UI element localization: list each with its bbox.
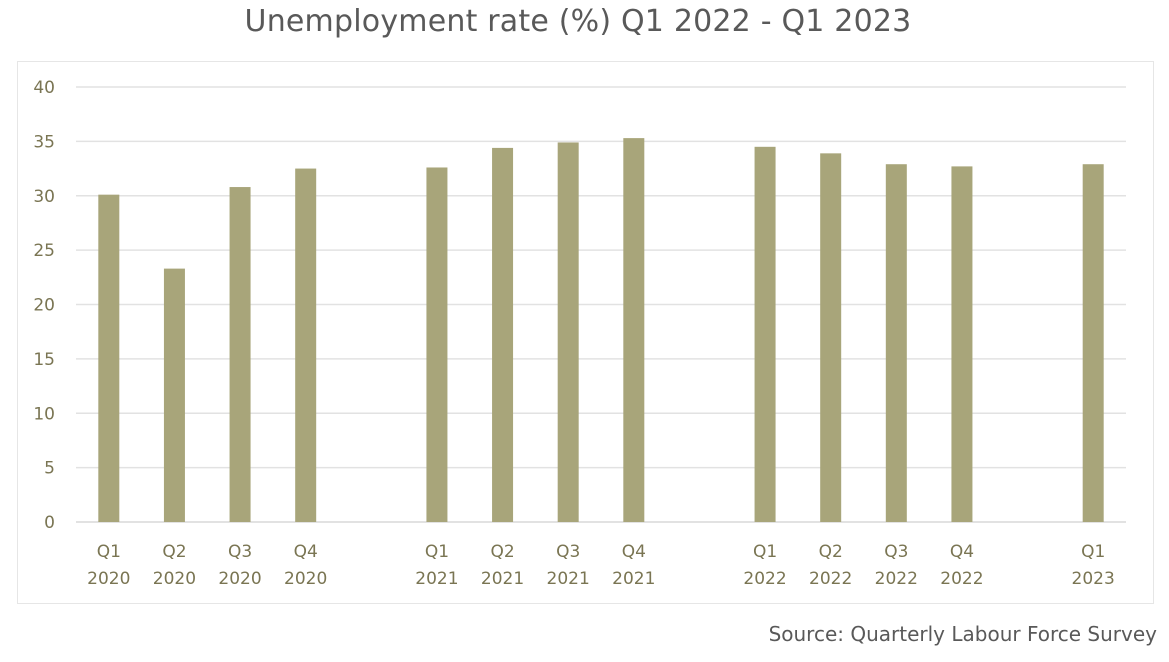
bar [1082,164,1104,522]
bars [98,138,1104,523]
x-tick-label-year: 2022 [940,569,983,589]
gridlines [76,86,1126,523]
x-tick-label-year: 2020 [87,569,130,589]
x-tick-label-year: 2022 [743,569,786,589]
bar [557,142,579,522]
x-tick-label-quarter: Q4 [294,542,318,562]
x-tick-label-quarter: Q2 [162,542,186,562]
y-tick-label: 30 [33,187,55,207]
x-tick-label-year: 2020 [153,569,196,589]
x-tick-label-year: 2020 [284,569,327,589]
x-tick-label-year: 2022 [809,569,852,589]
x-tick-label-year: 2021 [481,569,524,589]
x-tick-label-year: 2020 [218,569,261,589]
x-tick-label-quarter: Q1 [97,542,121,562]
x-tick-label-year: 2021 [547,569,590,589]
y-tick-label: 5 [44,459,55,479]
x-tick-label-year: 2021 [612,569,655,589]
bar [492,147,514,522]
x-tick-label-quarter: Q2 [490,542,514,562]
x-axis: Q1 2020 Q2 2020 Q3 2020 Q4 2020 Q1 2021 Q2 2021 Q3 20… [87,542,1115,589]
y-tick-label: 35 [33,132,55,152]
y-tick-label: 40 [33,78,55,98]
y-tick-label: 0 [44,513,55,533]
x-tick-label-year: 2022 [875,569,918,589]
x-tick-label-quarter: Q3 [884,542,908,562]
bar [820,153,842,522]
bar [885,164,907,522]
chart-title: Unemployment rate (%) Q1 2022 - Q1 2023 [244,4,912,39]
x-tick-label-quarter: Q1 [425,542,449,562]
bar [295,168,317,522]
bar [426,167,448,522]
x-tick-label-quarter: Q3 [556,542,580,562]
bar [163,268,185,522]
y-tick-label: 25 [33,241,55,261]
chart-frame [17,61,1154,604]
y-tick-label: 10 [33,404,55,424]
bar [623,138,645,523]
x-tick-label-quarter: Q2 [819,542,843,562]
x-tick-label-year: 2021 [415,569,458,589]
bar [754,146,776,522]
x-tick-label-quarter: Q1 [753,542,777,562]
x-tick-label-quarter: Q3 [228,542,252,562]
y-tick-label: 15 [33,350,55,370]
x-tick-label-quarter: Q1 [1081,542,1105,562]
bar [98,194,120,522]
x-tick-label-quarter: Q4 [950,542,974,562]
y-tick-label: 20 [33,296,55,316]
y-axis: 0 5 10 15 20 25 30 35 40 [33,78,55,533]
x-tick-label-quarter: Q4 [622,542,646,562]
source-note: Source: Quarterly Labour Force Survey [768,622,1157,646]
bar [951,166,973,522]
x-tick-label-year: 2023 [1072,569,1115,589]
bar [229,187,251,523]
